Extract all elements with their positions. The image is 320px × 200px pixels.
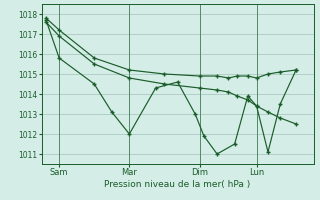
X-axis label: Pression niveau de la mer( hPa ): Pression niveau de la mer( hPa ) — [104, 180, 251, 189]
